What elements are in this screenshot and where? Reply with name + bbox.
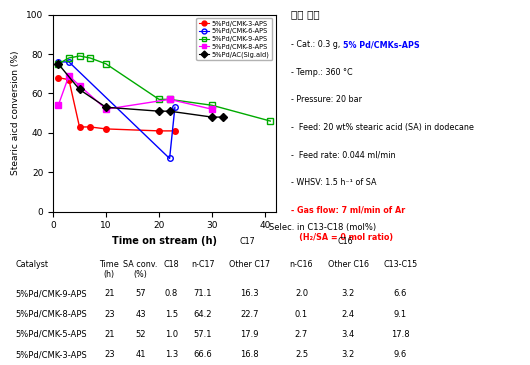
Y-axis label: Stearic aicd conversion (%): Stearic aicd conversion (%): [12, 51, 21, 176]
Text: - Cat.: 0.3 g,: - Cat.: 0.3 g,: [291, 40, 343, 49]
Text: 17.8: 17.8: [391, 330, 410, 339]
Text: 5% Pd/CMKs-APS: 5% Pd/CMKs-APS: [343, 40, 420, 49]
Text: 3.4: 3.4: [342, 330, 355, 339]
5%Pd/CMK-9-APS: [267, 119, 273, 123]
Text: Other C17: Other C17: [229, 260, 270, 269]
Text: 57.1: 57.1: [193, 330, 212, 339]
Text: 9.6: 9.6: [393, 350, 407, 360]
Text: 1.3: 1.3: [165, 350, 178, 360]
5%Pd/AC(Sig.ald): [55, 62, 61, 66]
Text: 0.8: 0.8: [165, 289, 178, 298]
5%Pd/CMK-9-APS: [103, 62, 109, 66]
Text: 3.2: 3.2: [342, 350, 355, 360]
5%Pd/AC(Sig.ald): [76, 87, 83, 92]
5%Pd/CMK-9-APS: [87, 56, 93, 60]
5%Pd/CMK-8-APS: [103, 107, 109, 111]
Text: Other C16: Other C16: [328, 260, 369, 269]
Text: C18: C18: [164, 260, 180, 269]
Text: 41: 41: [135, 350, 146, 360]
5%Pd/CMK-9-APS: [66, 56, 72, 60]
5%Pd/CMK-6-APS: [166, 156, 173, 161]
Text: 21: 21: [104, 330, 114, 339]
Text: 5%Pd/CMK-9-APS: 5%Pd/CMK-9-APS: [16, 289, 87, 298]
Line: 5%Pd/AC(Sig.ald): 5%Pd/AC(Sig.ald): [56, 61, 225, 120]
5%Pd/AC(Sig.ald): [209, 115, 215, 119]
Text: 71.1: 71.1: [193, 289, 212, 298]
Text: -  Feed rate: 0.044 ml/min: - Feed rate: 0.044 ml/min: [291, 150, 395, 160]
5%Pd/CMK-9-APS: [55, 62, 61, 66]
Line: 5%Pd/CMK-3-APS: 5%Pd/CMK-3-APS: [56, 75, 178, 134]
Text: 2.7: 2.7: [295, 330, 308, 339]
5%Pd/CMK-3-APS: [172, 129, 178, 133]
Text: - Temp.: 360 °C: - Temp.: 360 °C: [291, 68, 352, 77]
Text: 64.2: 64.2: [193, 310, 212, 319]
Text: 0.1: 0.1: [295, 310, 308, 319]
Line: 5%Pd/CMK-6-APS: 5%Pd/CMK-6-APS: [56, 59, 178, 161]
Text: 23: 23: [104, 310, 114, 319]
Text: 21: 21: [104, 289, 114, 298]
5%Pd/CMK-6-APS: [172, 105, 178, 110]
Text: 5%Pd/CMK-3-APS: 5%Pd/CMK-3-APS: [16, 350, 87, 360]
Text: Catalyst: Catalyst: [16, 260, 49, 269]
5%Pd/CMK-3-APS: [76, 125, 83, 129]
5%Pd/AC(Sig.ald): [166, 109, 173, 114]
5%Pd/CMK-6-APS: [55, 60, 61, 64]
5%Pd/CMK-6-APS: [66, 60, 72, 64]
Text: n-C17: n-C17: [191, 260, 215, 269]
Text: 16.3: 16.3: [240, 289, 259, 298]
Text: 반응 조건: 반응 조건: [291, 9, 320, 19]
Text: 52: 52: [135, 330, 146, 339]
5%Pd/CMK-3-APS: [66, 77, 72, 82]
Text: 2.5: 2.5: [295, 350, 308, 360]
Text: 6.6: 6.6: [393, 289, 407, 298]
Text: SA conv.
(%): SA conv. (%): [123, 260, 157, 279]
5%Pd/CMK-8-APS: [166, 97, 173, 101]
5%Pd/CMK-9-APS: [156, 97, 162, 101]
X-axis label: Time on stream (h): Time on stream (h): [112, 236, 217, 246]
5%Pd/AC(Sig.ald): [219, 115, 226, 119]
5%Pd/CMK-8-APS: [209, 107, 215, 111]
Text: 5%Pd/CMK-8-APS: 5%Pd/CMK-8-APS: [16, 310, 87, 319]
Text: - Pressure: 20 bar: - Pressure: 20 bar: [291, 95, 362, 104]
Text: C13-C15: C13-C15: [383, 260, 417, 269]
Text: 66.6: 66.6: [193, 350, 212, 360]
Text: 17.9: 17.9: [240, 330, 259, 339]
5%Pd/CMK-9-APS: [166, 97, 173, 101]
Text: - WHSV: 1.5 h⁻¹ of SA: - WHSV: 1.5 h⁻¹ of SA: [291, 178, 377, 187]
Text: 16.8: 16.8: [240, 350, 259, 360]
Text: 2.4: 2.4: [342, 310, 355, 319]
5%Pd/CMK-8-APS: [76, 83, 83, 88]
5%Pd/CMK-3-APS: [156, 129, 162, 133]
5%Pd/CMK-8-APS: [55, 103, 61, 107]
Text: Selec. in C13-C18 (mol%): Selec. in C13-C18 (mol%): [269, 223, 376, 233]
5%Pd/CMK-9-APS: [209, 103, 215, 107]
Text: C17: C17: [239, 237, 255, 246]
5%Pd/AC(Sig.ald): [103, 105, 109, 110]
Text: (H₂/SA = 0 mol ratio): (H₂/SA = 0 mol ratio): [291, 233, 393, 242]
Text: Time
(h): Time (h): [100, 260, 119, 279]
Text: 43: 43: [135, 310, 146, 319]
5%Pd/CMK-3-APS: [103, 127, 109, 131]
Text: 22.7: 22.7: [240, 310, 259, 319]
Text: 2.0: 2.0: [295, 289, 308, 298]
5%Pd/CMK-8-APS: [66, 73, 72, 78]
Text: 1.0: 1.0: [165, 330, 178, 339]
Line: 5%Pd/CMK-9-APS: 5%Pd/CMK-9-APS: [56, 53, 273, 124]
Text: -  Feed: 20 wt% stearic acid (SA) in dodecane: - Feed: 20 wt% stearic acid (SA) in dode…: [291, 123, 474, 132]
5%Pd/AC(Sig.ald): [156, 109, 162, 114]
Text: 3.2: 3.2: [342, 289, 355, 298]
5%Pd/CMK-9-APS: [76, 54, 83, 58]
Line: 5%Pd/CMK-8-APS: 5%Pd/CMK-8-APS: [56, 73, 215, 112]
Text: 5%Pd/CMK-5-APS: 5%Pd/CMK-5-APS: [16, 330, 87, 339]
Text: 1.5: 1.5: [165, 310, 178, 319]
Text: - Gas flow: 7 ml/min of Ar: - Gas flow: 7 ml/min of Ar: [291, 205, 405, 215]
Legend: 5%Pd/CMK-3-APS, 5%Pd/CMK-6-APS, 5%Pd/CMK-9-APS, 5%Pd/CMK-8-APS, 5%Pd/AC(Sig.ald): 5%Pd/CMK-3-APS, 5%Pd/CMK-6-APS, 5%Pd/CMK…: [197, 18, 272, 61]
Text: C16: C16: [338, 237, 354, 246]
5%Pd/CMK-3-APS: [87, 125, 93, 129]
Text: 23: 23: [104, 350, 114, 360]
Text: n-C16: n-C16: [290, 260, 313, 269]
Text: 57: 57: [135, 289, 146, 298]
5%Pd/CMK-3-APS: [55, 76, 61, 80]
Text: 9.1: 9.1: [394, 310, 407, 319]
